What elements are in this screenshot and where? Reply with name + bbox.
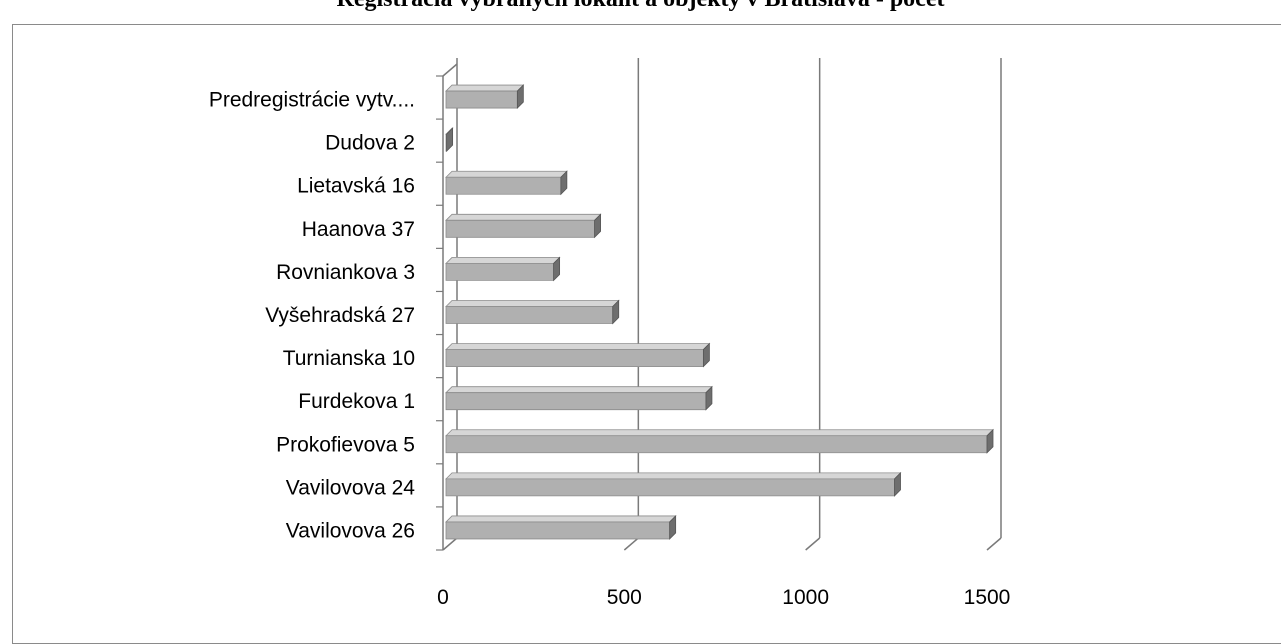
bar-top [445,515,677,523]
category-label: Dudova 2 [325,132,415,155]
bar-Haanova 37 [445,219,595,238]
category-label: Haanova 37 [302,218,415,241]
bar-top [445,300,620,307]
bar-top [445,472,902,480]
category-label: Rovniankova 3 [276,261,415,284]
bar-top [445,257,561,264]
floor-edge-1500 [986,537,1002,551]
bar-side [516,84,524,110]
bar-side [594,213,601,239]
bar-Predregistrácie vytv.... [445,90,518,109]
bar-top [445,170,568,178]
bar-top [445,213,602,221]
x-tick-label: 0 [437,586,449,609]
bar-Vavilovova 26 [445,521,671,540]
bar-Furdekova 1 [445,392,707,411]
category-label: Vavilovova 26 [286,519,415,542]
bar-side [446,127,454,153]
bar-Lietavská 16 [445,176,562,195]
x-tick-label: 1500 [964,586,1011,609]
x-tick-label: 500 [607,586,642,609]
bar-Prokofievova 5 [445,435,988,454]
category-label: Predregistrácie vytv.... [209,89,415,112]
category-label: Vavilovova 24 [286,476,416,499]
bar-top [445,84,525,92]
chart-title: Registrácia vybraných lokalít a objekty … [0,0,1281,16]
bar-Vavilovova 24 [445,478,895,497]
bar-side [669,514,677,540]
category-label: Prokofievova 5 [276,433,415,456]
category-label: Furdekova 1 [298,390,415,413]
bar-side [553,256,561,282]
bar-top [445,429,994,437]
bar-Vyšehradská 27 [445,306,614,324]
floor-edge-1000 [805,537,821,551]
category-label: Vyšehradská 27 [265,304,415,327]
bar-top [445,386,713,394]
bar-side [705,385,713,411]
bar-top [445,343,711,350]
bar-Rovniankova 3 [445,263,555,281]
category-label: Turnianska 10 [283,347,415,370]
floor-edge-500 [623,537,639,551]
bar-side [560,170,568,196]
side-wall-top [442,63,458,77]
bar-Turnianska 10 [445,349,704,367]
x-tick-label: 1000 [782,586,829,609]
bar-side [612,299,620,325]
floor-edge-0 [442,537,458,551]
bar-side [894,471,901,497]
category-label: Lietavská 16 [297,175,415,198]
bar-side [702,342,710,368]
bar-side [986,428,994,454]
